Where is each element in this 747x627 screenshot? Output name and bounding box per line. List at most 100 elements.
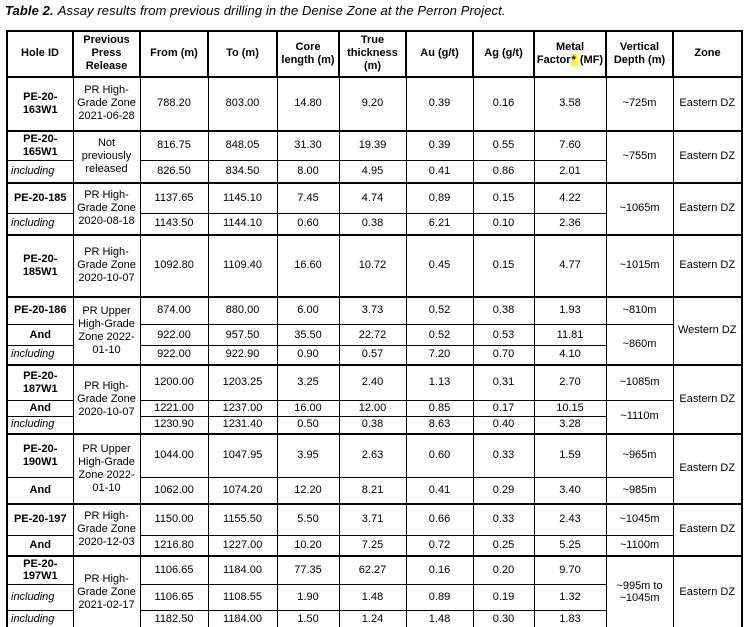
cell-value: 1109.40 bbox=[207, 233, 278, 298]
cell-value: 3.28 bbox=[533, 416, 607, 435]
cell-zone: Eastern DZ bbox=[672, 363, 743, 435]
cell-value: 0.57 bbox=[338, 345, 407, 366]
cell-value: 0.90 bbox=[276, 345, 340, 366]
cell-value: 12.00 bbox=[338, 400, 407, 418]
cell-value: 1074.20 bbox=[207, 477, 278, 505]
cell-value: 19.39 bbox=[338, 129, 407, 162]
table-row: PE-20-185W1 PR High-Grade Zone 2020-10-07… bbox=[6, 233, 743, 298]
cell-value: 9.70 bbox=[533, 554, 607, 585]
cell-value: 1230.90 bbox=[139, 416, 209, 435]
cell-zone: Eastern DZ bbox=[672, 432, 743, 505]
cell-value: 1.48 bbox=[338, 583, 407, 611]
cell-and-label: And bbox=[6, 477, 74, 505]
table-row: including 1182.50 1184.00 1.50 1.24 1.48 0.30 1… bbox=[6, 609, 742, 627]
col-header-hole-id: Hole ID bbox=[6, 30, 74, 78]
cell-vertical-depth: ~860m bbox=[605, 324, 674, 366]
cell-value: 0.86 bbox=[472, 160, 535, 184]
cell-value: 0.20 bbox=[472, 554, 535, 585]
cell-value: 0.39 bbox=[405, 129, 474, 162]
cell-value: 1150.00 bbox=[139, 502, 209, 537]
cell-value: 1108.55 bbox=[207, 583, 278, 611]
table-header: Hole ID Previous Press Release From (m) … bbox=[6, 30, 743, 78]
cell-value: 11.81 bbox=[533, 324, 607, 347]
cell-press-release: PR High-Grade Zone 2020-08-18 bbox=[72, 181, 141, 236]
cell-hole-id: PE-20-186 bbox=[6, 295, 74, 326]
cell-value: 1221.00 bbox=[139, 400, 209, 418]
cell-value: 922.00 bbox=[139, 345, 209, 366]
cell-zone: Eastern DZ bbox=[672, 181, 743, 236]
cell-including-label: including bbox=[6, 345, 74, 366]
cell-value: 1.13 bbox=[405, 363, 474, 402]
cell-value: 1.90 bbox=[276, 583, 340, 611]
cell-value: 1216.80 bbox=[139, 535, 209, 557]
cell-value: 6.21 bbox=[405, 213, 474, 236]
cell-value: 1182.50 bbox=[139, 609, 209, 627]
cell-value: 0.60 bbox=[276, 213, 340, 236]
cell-vertical-depth: ~1045m bbox=[605, 502, 674, 537]
cell-value: 0.25 bbox=[472, 535, 535, 557]
cell-vertical-depth: ~1085m bbox=[605, 363, 674, 402]
cell-value: 957.50 bbox=[207, 324, 278, 347]
cell-value: 0.40 bbox=[472, 416, 535, 435]
cell-vertical-depth: ~810m bbox=[605, 295, 674, 326]
cell-value: 0.38 bbox=[338, 213, 407, 236]
metal-factor-label: Metal Factor bbox=[536, 40, 585, 66]
cell-value: 0.72 bbox=[405, 535, 474, 557]
cell-zone: Eastern DZ bbox=[672, 554, 743, 627]
cell-value: 0.17 bbox=[472, 400, 535, 418]
header-row: Hole ID Previous Press Release From (m) … bbox=[6, 30, 743, 78]
cell-value: 1047.95 bbox=[207, 432, 278, 479]
cell-value: 7.25 bbox=[338, 535, 407, 557]
cell-value: 1237.00 bbox=[207, 400, 278, 418]
cell-value: 1106.65 bbox=[139, 554, 209, 585]
table-row: PE-20-197W1 PR High-Grade Zone 2021-02-17… bbox=[6, 554, 743, 627]
table-row: And 1221.00 1237.00 16.00 12.00 0.85 0.17 10.15… bbox=[6, 400, 742, 435]
cell-value: 0.16 bbox=[472, 75, 535, 132]
col-header-au: Au (g/t) bbox=[405, 30, 474, 78]
table-row: including 1143.50 1144.10 0.60 0.38 6.21 0.10 2… bbox=[6, 213, 742, 236]
cell-value: 10.72 bbox=[338, 233, 407, 298]
cell-value: 0.39 bbox=[405, 75, 474, 132]
cell-value: 0.10 bbox=[472, 213, 535, 236]
cell-value: 922.90 bbox=[207, 345, 278, 366]
cell-value: 12.20 bbox=[276, 477, 340, 505]
cell-value: 10.15 bbox=[533, 400, 607, 418]
cell-vertical-depth: ~965m bbox=[605, 432, 674, 479]
cell-value: 2.63 bbox=[338, 432, 407, 479]
table-caption-text: Assay results from previous drilling in … bbox=[57, 3, 506, 18]
col-header-metal-factor: Metal Factor* (MF) bbox=[533, 30, 607, 78]
cell-value: 0.16 bbox=[405, 554, 474, 585]
cell-value: 1.59 bbox=[533, 432, 607, 479]
cell-value: 5.50 bbox=[276, 502, 340, 537]
cell-value: 14.80 bbox=[276, 75, 340, 132]
cell-value: 4.10 bbox=[533, 345, 607, 366]
cell-value: 0.33 bbox=[472, 432, 535, 479]
cell-zone: Eastern DZ bbox=[672, 502, 743, 557]
cell-value: 3.73 bbox=[338, 295, 407, 326]
cell-value: 10.20 bbox=[276, 535, 340, 557]
cell-value: 0.53 bbox=[472, 324, 535, 347]
cell-value: 1062.00 bbox=[139, 477, 209, 505]
table-row: including 826.50 834.50 8.00 4.95 0.41 0.86 2.0… bbox=[6, 160, 742, 184]
cell-press-release: PR Upper High-Grade Zone 2022-01-10 bbox=[72, 295, 141, 366]
cell-value: 7.45 bbox=[276, 181, 340, 215]
cell-press-release: Not previously released bbox=[72, 129, 141, 184]
cell-value: 4.74 bbox=[338, 181, 407, 215]
cell-value: 8.00 bbox=[276, 160, 340, 184]
cell-value: 2.40 bbox=[338, 363, 407, 402]
cell-value: 3.40 bbox=[533, 477, 607, 505]
cell-value: 4.22 bbox=[533, 181, 607, 215]
cell-value: 77.35 bbox=[276, 554, 340, 585]
cell-value: 9.20 bbox=[338, 75, 407, 132]
cell-value: 1227.00 bbox=[207, 535, 278, 557]
cell-value: 35.50 bbox=[276, 324, 340, 347]
table-caption: Table 2. Assay results from previous dril… bbox=[5, 3, 506, 18]
metal-factor-unit: (MF) bbox=[579, 53, 604, 66]
cell-value: 16.00 bbox=[276, 400, 340, 418]
cell-value: 922.00 bbox=[139, 324, 209, 347]
cell-press-release: PR High-Grade Zone 2020-12-03 bbox=[72, 502, 141, 557]
cell-hole-id: PE-20-185 bbox=[6, 181, 74, 215]
cell-value: 0.66 bbox=[405, 502, 474, 537]
cell-value: 0.55 bbox=[472, 129, 535, 162]
